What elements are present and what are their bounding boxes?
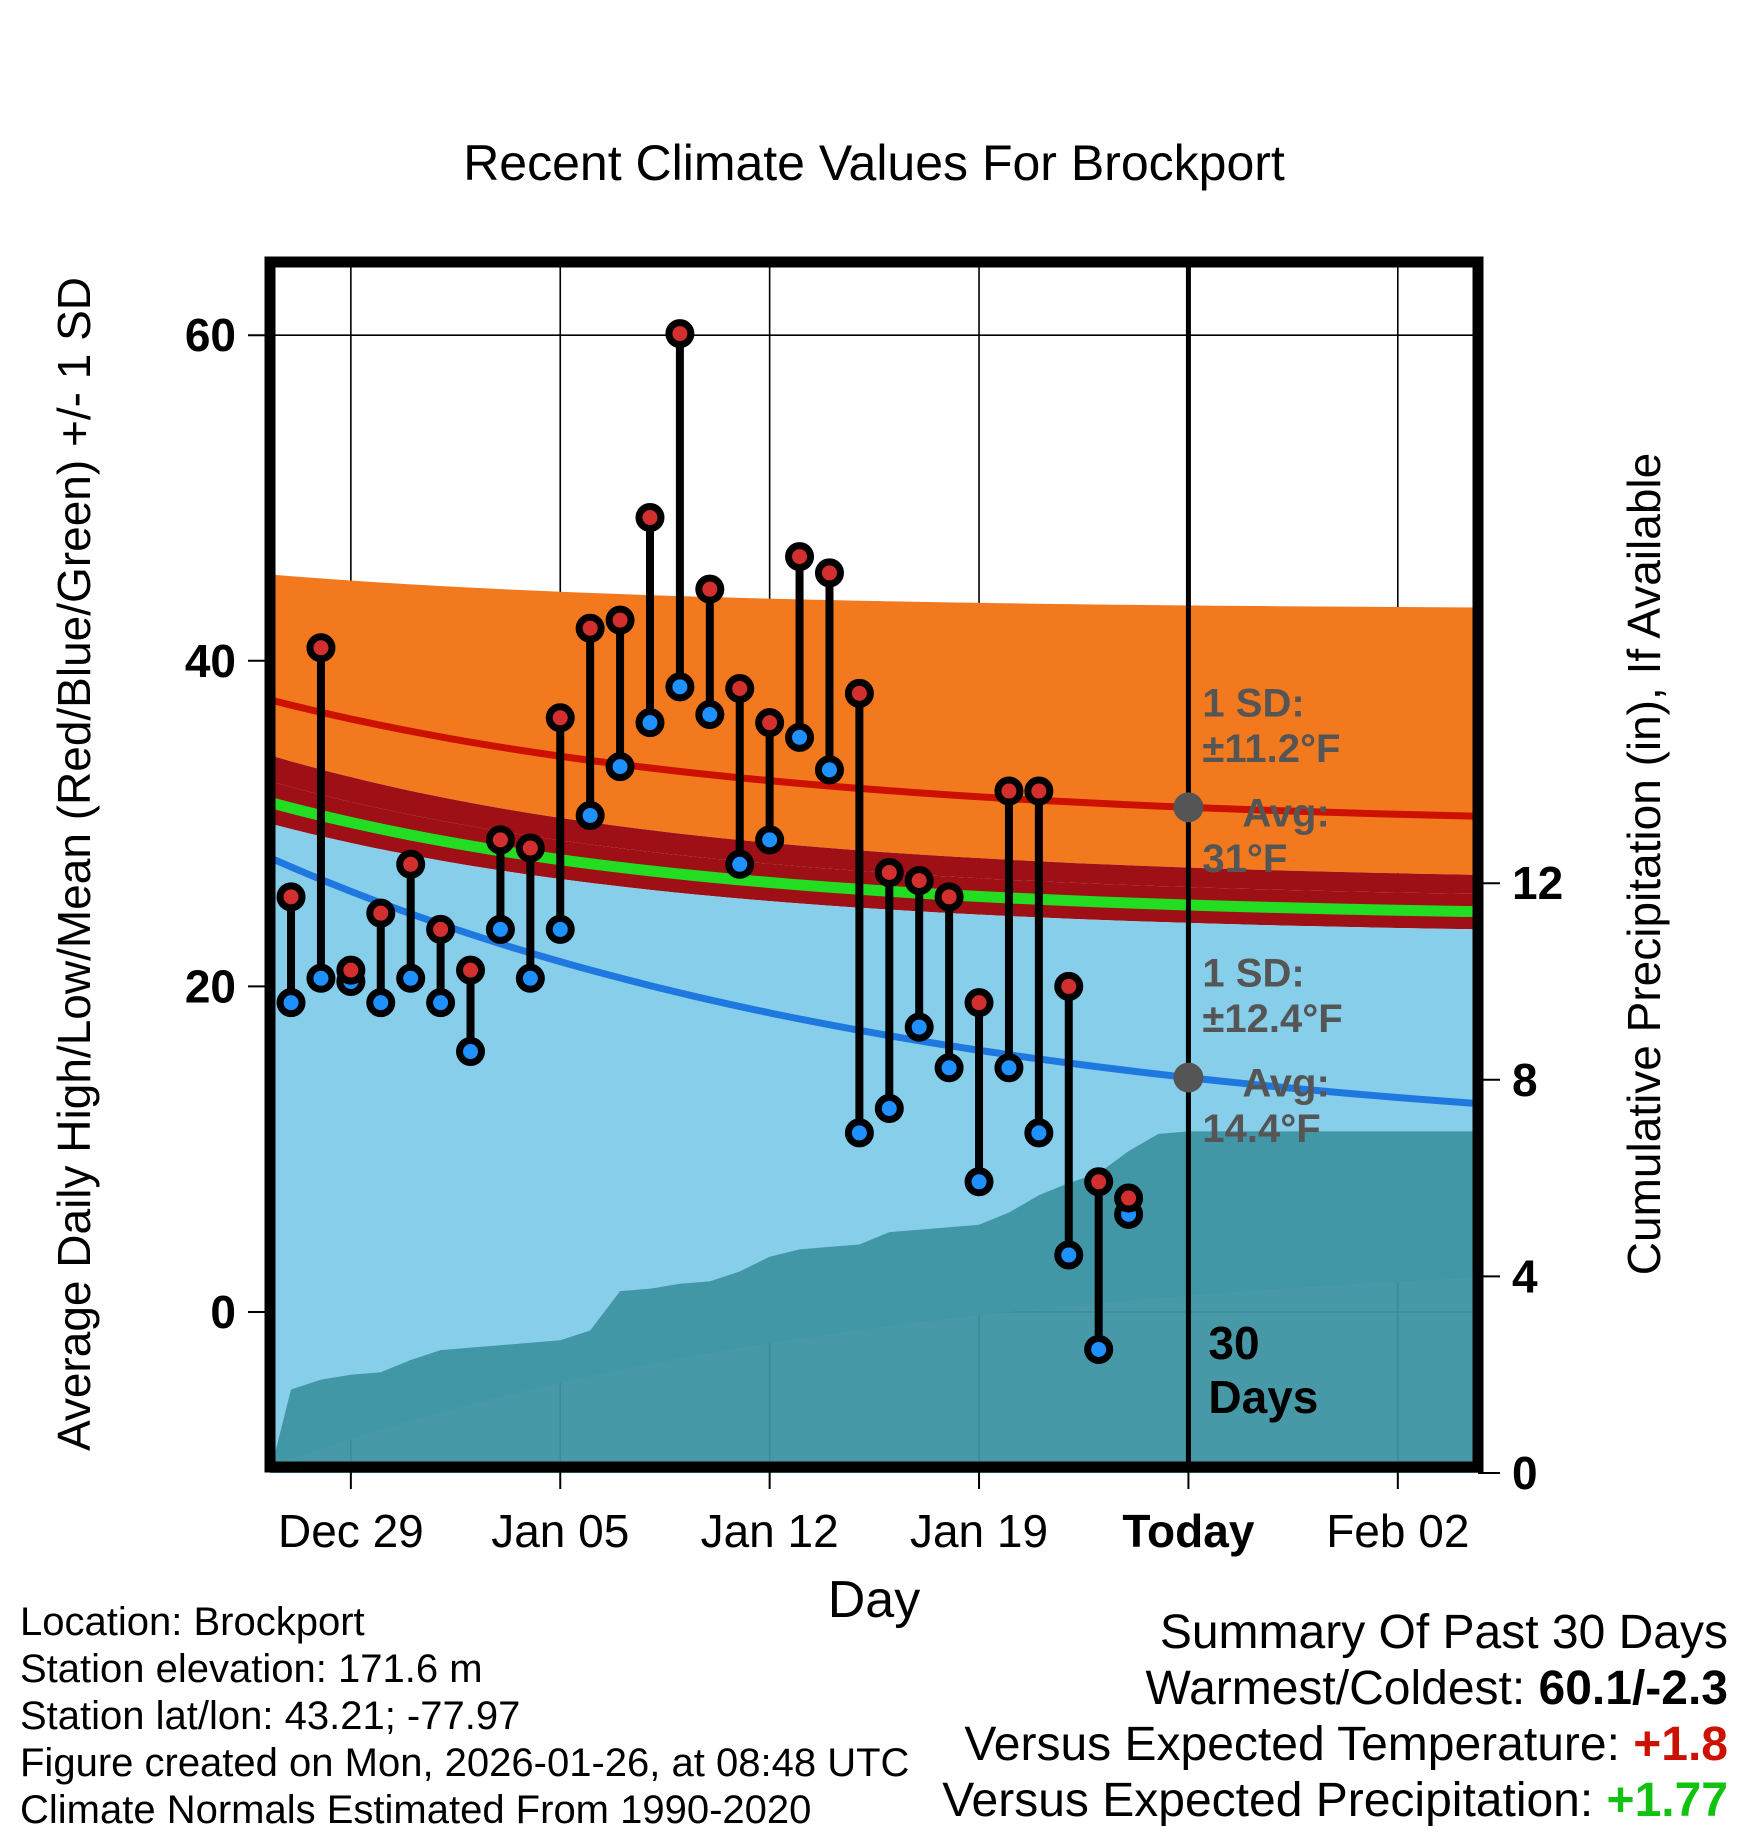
svg-text:8: 8 (1512, 1054, 1538, 1106)
svg-text:Avg:: Avg: (1242, 1062, 1329, 1106)
svg-text:0: 0 (210, 1286, 236, 1338)
svg-text:Feb 02: Feb 02 (1326, 1505, 1469, 1557)
svg-text:Recent Climate Values For Broc: Recent Climate Values For Brockport (463, 135, 1285, 191)
svg-text:Average Daily High/Low/Mean (R: Average Daily High/Low/Mean (Red/Blue/Gr… (48, 277, 100, 1451)
svg-text:Summary Of Past 30 Days: Summary Of Past 30 Days (1160, 1606, 1728, 1659)
svg-text:Versus Expected Temperature: +: Versus Expected Temperature: +1.8 (964, 1718, 1728, 1771)
svg-text:±12.4°F: ±12.4°F (1202, 997, 1342, 1041)
svg-text:60: 60 (185, 309, 236, 361)
svg-text:Station lat/lon: 43.21; -77.97: Station lat/lon: 43.21; -77.97 (20, 1694, 520, 1738)
svg-text:Warmest/Coldest: 60.1/-2.3: Warmest/Coldest: 60.1/-2.3 (1146, 1662, 1728, 1715)
svg-text:Cumulative Precipitation (in),: Cumulative Precipitation (in), If Availa… (1618, 453, 1670, 1275)
svg-text:0: 0 (1512, 1447, 1538, 1499)
svg-text:Location: Brockport: Location: Brockport (20, 1600, 365, 1644)
svg-text:Jan 05: Jan 05 (491, 1505, 629, 1557)
svg-text:Jan 12: Jan 12 (701, 1505, 839, 1557)
svg-text:4: 4 (1512, 1250, 1538, 1302)
svg-text:±11.2°F: ±11.2°F (1202, 727, 1340, 771)
svg-text:31°F: 31°F (1202, 837, 1287, 881)
svg-text:1 SD:: 1 SD: (1202, 952, 1304, 996)
svg-text:20: 20 (185, 960, 236, 1012)
svg-text:Versus Expected Precipitation:: Versus Expected Precipitation: +1.77 (942, 1774, 1728, 1827)
svg-text:Days: Days (1208, 1371, 1318, 1423)
svg-text:Dec 29: Dec 29 (278, 1505, 424, 1557)
svg-text:Jan 19: Jan 19 (910, 1505, 1048, 1557)
svg-text:14.4°F: 14.4°F (1202, 1107, 1320, 1151)
svg-text:1 SD:: 1 SD: (1202, 681, 1304, 725)
svg-text:40: 40 (185, 635, 236, 687)
svg-text:Station elevation: 171.6 m: Station elevation: 171.6 m (20, 1647, 483, 1691)
svg-text:Climate Normals Estimated From: Climate Normals Estimated From 1990-2020 (20, 1788, 811, 1828)
svg-text:12: 12 (1512, 857, 1563, 909)
svg-text:Today: Today (1122, 1505, 1254, 1557)
svg-text:Day: Day (828, 1571, 920, 1629)
svg-text:Avg:: Avg: (1242, 791, 1329, 835)
svg-text:30: 30 (1208, 1317, 1259, 1369)
svg-text:Figure created on Mon, 2026-01: Figure created on Mon, 2026-01-26, at 08… (20, 1741, 909, 1785)
